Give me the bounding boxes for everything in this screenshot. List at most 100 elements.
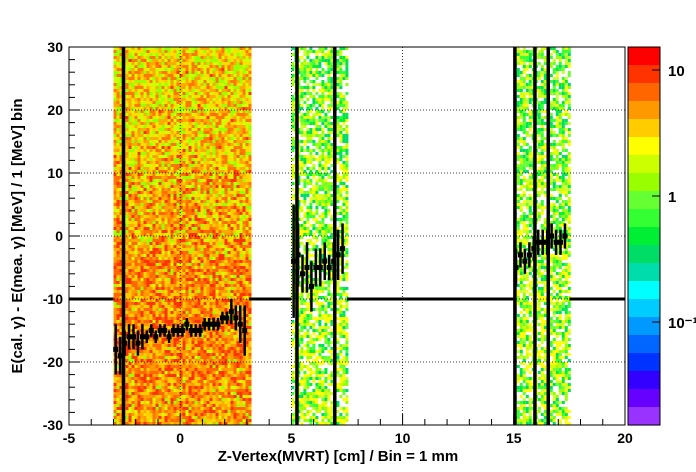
heat-cell [158, 86, 162, 89]
heat-cell [227, 89, 231, 92]
heat-cell [152, 344, 156, 347]
heat-cell [146, 203, 150, 206]
heat-cell [116, 221, 120, 224]
heat-cell [230, 152, 234, 155]
heat-cell [248, 89, 252, 92]
heat-cell [233, 302, 237, 305]
heat-cell [185, 257, 189, 260]
heat-cell [131, 254, 135, 257]
heat-cell [116, 158, 120, 161]
heat-cell [212, 53, 216, 56]
heat-cell [248, 239, 252, 242]
heat-cell [245, 230, 249, 233]
heat-cell [233, 62, 237, 65]
heat-cell [113, 248, 117, 251]
heat-cell [143, 188, 147, 191]
heat-cell [134, 68, 138, 71]
heat-cell [173, 194, 177, 197]
heat-cell [155, 284, 159, 287]
heat-cell [140, 233, 144, 236]
heat-cell [176, 371, 180, 374]
heat-cell [206, 200, 210, 203]
heat-cell [170, 53, 174, 56]
heat-cell [137, 65, 141, 68]
heat-cell [161, 254, 165, 257]
heat-cell [221, 221, 225, 224]
heat-cell [230, 323, 234, 326]
heat-cell [203, 59, 207, 62]
heat-cell [116, 362, 120, 365]
heat-cell [179, 332, 183, 335]
heat-cell [215, 62, 219, 65]
heat-cell [230, 341, 234, 344]
heat-cell [131, 170, 135, 173]
heat-cell [239, 131, 243, 134]
heat-cell [128, 122, 132, 125]
heat-cell [212, 287, 216, 290]
heat-cell [194, 278, 198, 281]
heat-cell [155, 278, 159, 281]
heat-cell [119, 233, 123, 236]
heat-cell [236, 155, 240, 158]
heat-cell [194, 176, 198, 179]
heat-cell [176, 158, 180, 161]
heat-cell [248, 62, 252, 65]
heat-cell [197, 344, 201, 347]
heat-cell [182, 92, 186, 95]
heat-cell [197, 365, 201, 368]
heat-cell [233, 113, 237, 116]
heat-cell [188, 197, 192, 200]
heat-cell [161, 59, 165, 62]
heat-cell [239, 206, 243, 209]
heat-cell [191, 95, 195, 98]
heat-cell [197, 65, 201, 68]
heat-cell [218, 365, 222, 368]
heat-cell [236, 272, 240, 275]
heat-cell [245, 179, 249, 182]
heat-cell [176, 338, 180, 341]
heat-cell [212, 86, 216, 89]
heat-cell [170, 326, 174, 329]
heat-cell [245, 227, 249, 230]
heat-cell [149, 131, 153, 134]
heat-cell [149, 194, 153, 197]
heat-cell [218, 113, 222, 116]
heat-cell [170, 92, 174, 95]
heat-cell [155, 149, 159, 152]
heat-cell [236, 368, 240, 371]
heat-cell [182, 254, 186, 257]
heat-cell [173, 161, 177, 164]
heat-cell [158, 224, 162, 227]
heat-cell [140, 83, 144, 86]
heat-cell [152, 230, 156, 233]
heat-cell [155, 92, 159, 95]
heat-cell [155, 260, 159, 263]
heat-cell [215, 137, 219, 140]
heat-cell [197, 167, 201, 170]
heat-cell [146, 272, 150, 275]
heat-cell [158, 368, 162, 371]
heat-cell [182, 359, 186, 362]
heat-cell [137, 230, 141, 233]
heat-cell [158, 122, 162, 125]
heat-cell [233, 110, 237, 113]
heat-cell [209, 107, 213, 110]
heat-cell [197, 125, 201, 128]
heat-cell [137, 317, 141, 320]
heat-cell [176, 152, 180, 155]
heat-cell [227, 182, 231, 185]
heat-cell [161, 98, 165, 101]
heat-cell [158, 314, 162, 317]
heat-cell [209, 155, 213, 158]
heat-cell [173, 311, 177, 314]
heat-cell [188, 149, 192, 152]
heat-cell [197, 200, 201, 203]
heat-cell [179, 236, 183, 239]
heat-cell [248, 56, 252, 59]
heat-cell [116, 170, 120, 173]
heat-cell [182, 296, 186, 299]
heat-cell [152, 77, 156, 80]
heat-cell [155, 50, 159, 53]
heat-cell [167, 191, 171, 194]
heat-cell [203, 302, 207, 305]
